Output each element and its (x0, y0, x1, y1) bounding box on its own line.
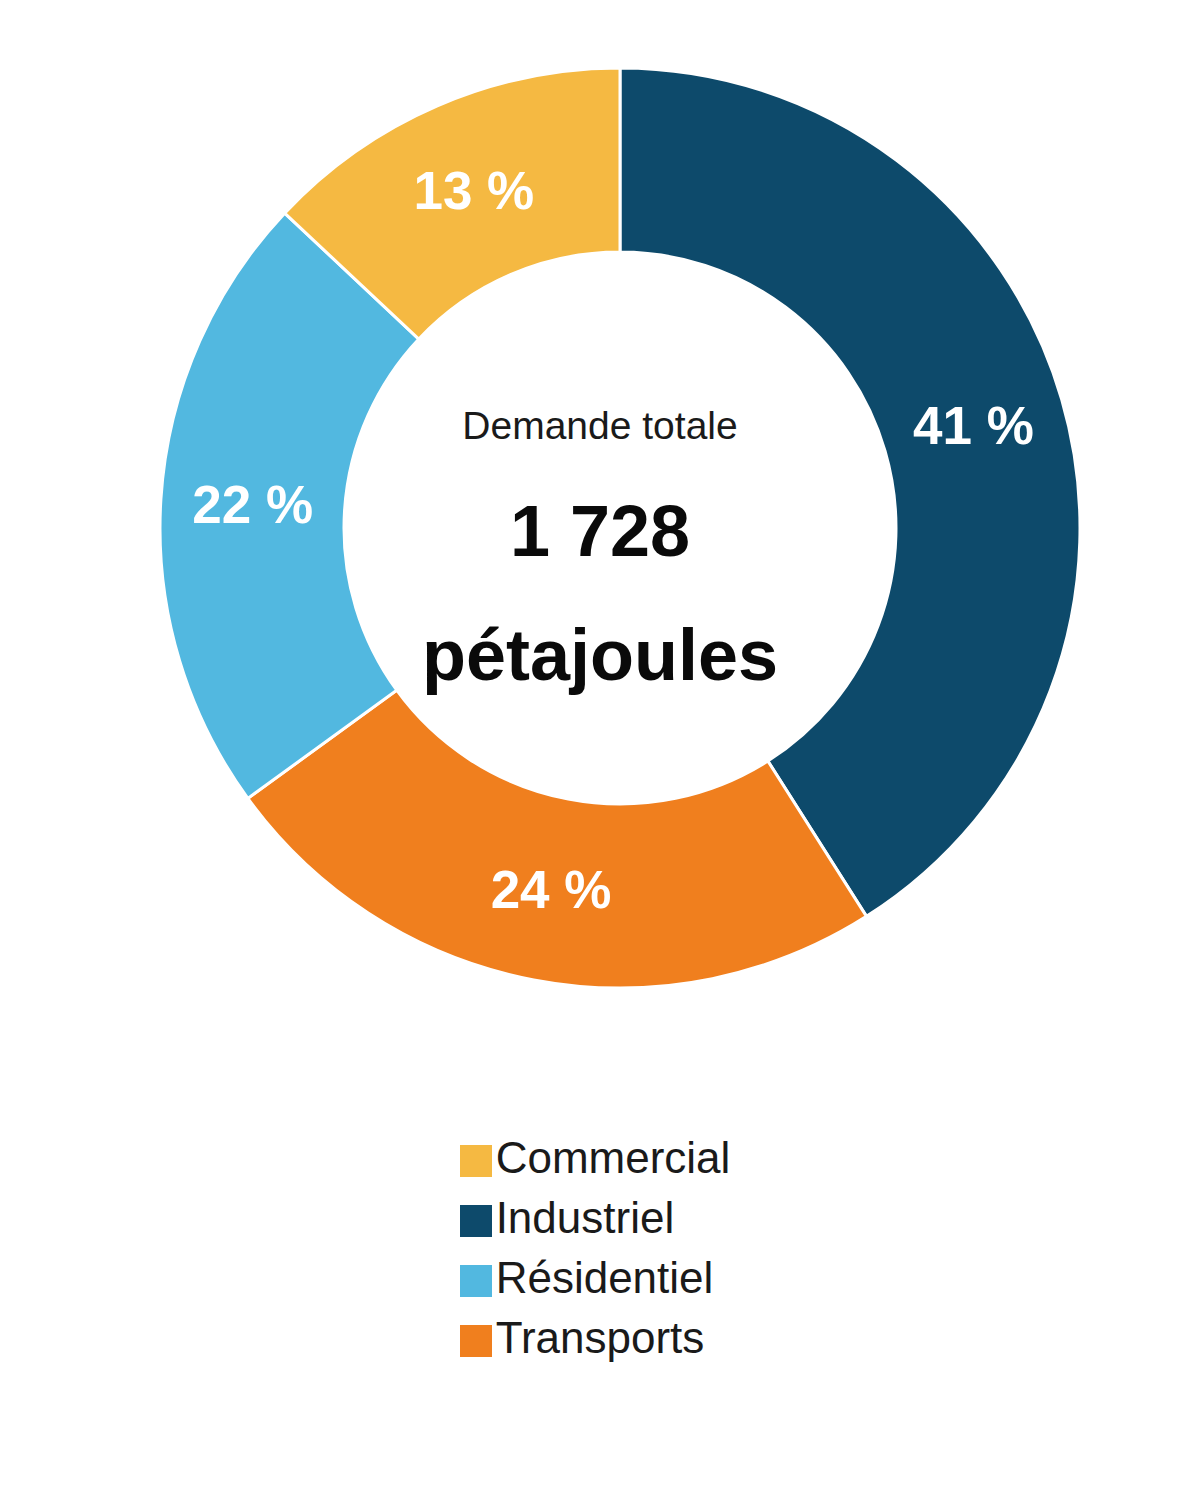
svg-text:41 %: 41 % (913, 396, 1034, 455)
html-text:Commercial: Commercial (495, 1133, 731, 1182)
svg-text:22 %: 22 % (192, 475, 313, 534)
html-text:pétajoules: pétajoules (421, 615, 779, 696)
html-text:1 728: 1 728 (509, 491, 691, 571)
html-text:Résidentiel: Résidentiel (495, 1253, 714, 1302)
html-text:Industriel: Industriel (495, 1193, 675, 1242)
svg-text:13 %: 13 % (413, 161, 534, 220)
html-text:Demande totale: Demande totale (462, 403, 738, 447)
svg-text:24 %: 24 % (491, 860, 612, 919)
html-text:Transports: Transports (495, 1313, 705, 1362)
